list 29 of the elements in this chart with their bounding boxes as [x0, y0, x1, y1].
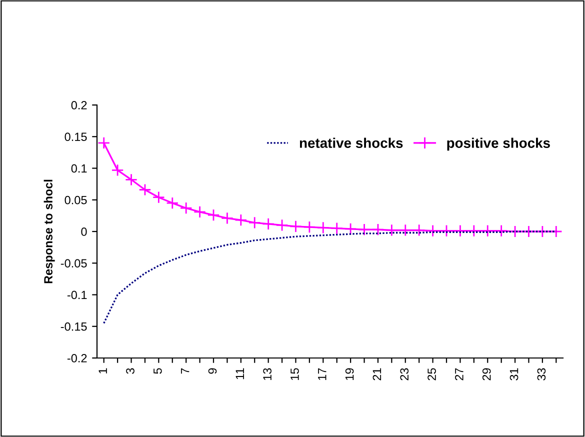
x-tick-label: 5 [154, 368, 162, 374]
y-axis-title: Response to shocl [44, 180, 55, 284]
x-tick-label: 7 [181, 368, 190, 374]
x-tick-label: 27 [455, 368, 464, 380]
x-tick-label: 17 [318, 368, 326, 380]
x-tick-label: 25 [428, 368, 436, 380]
legend-label: positive shocks [447, 138, 550, 151]
x-tick-label: 13 [263, 368, 272, 380]
x-tick-label: 23 [400, 368, 409, 380]
x-tick-label: 29 [482, 368, 491, 380]
y-tick-label: 0.2 [71, 101, 87, 110]
x-tick-label: 15 [290, 368, 299, 380]
y-tick-label: 0 [81, 228, 87, 236]
y-tick-label: 0.05 [64, 196, 87, 204]
y-tick-label: -0.2 [67, 354, 87, 362]
x-tick-label: 11 [236, 368, 244, 380]
x-tick-label: 9 [208, 368, 217, 374]
y-tick-label: -0.1 [67, 290, 87, 300]
y-tick-label: 0.1 [71, 164, 87, 173]
y-tick-label: -0.05 [60, 259, 87, 268]
y-tick-label: -0.15 [60, 322, 87, 331]
x-tick-label: 3 [126, 368, 134, 374]
y-tick-label: 0.15 [64, 132, 87, 142]
x-tick-label: 33 [537, 368, 546, 380]
legend-label: netative shocks [300, 138, 403, 148]
x-tick-label: 19 [345, 368, 354, 380]
x-tick-label: 1 [98, 368, 107, 374]
x-tick-label: 21 [372, 368, 382, 380]
x-tick-label: 31 [510, 368, 518, 380]
